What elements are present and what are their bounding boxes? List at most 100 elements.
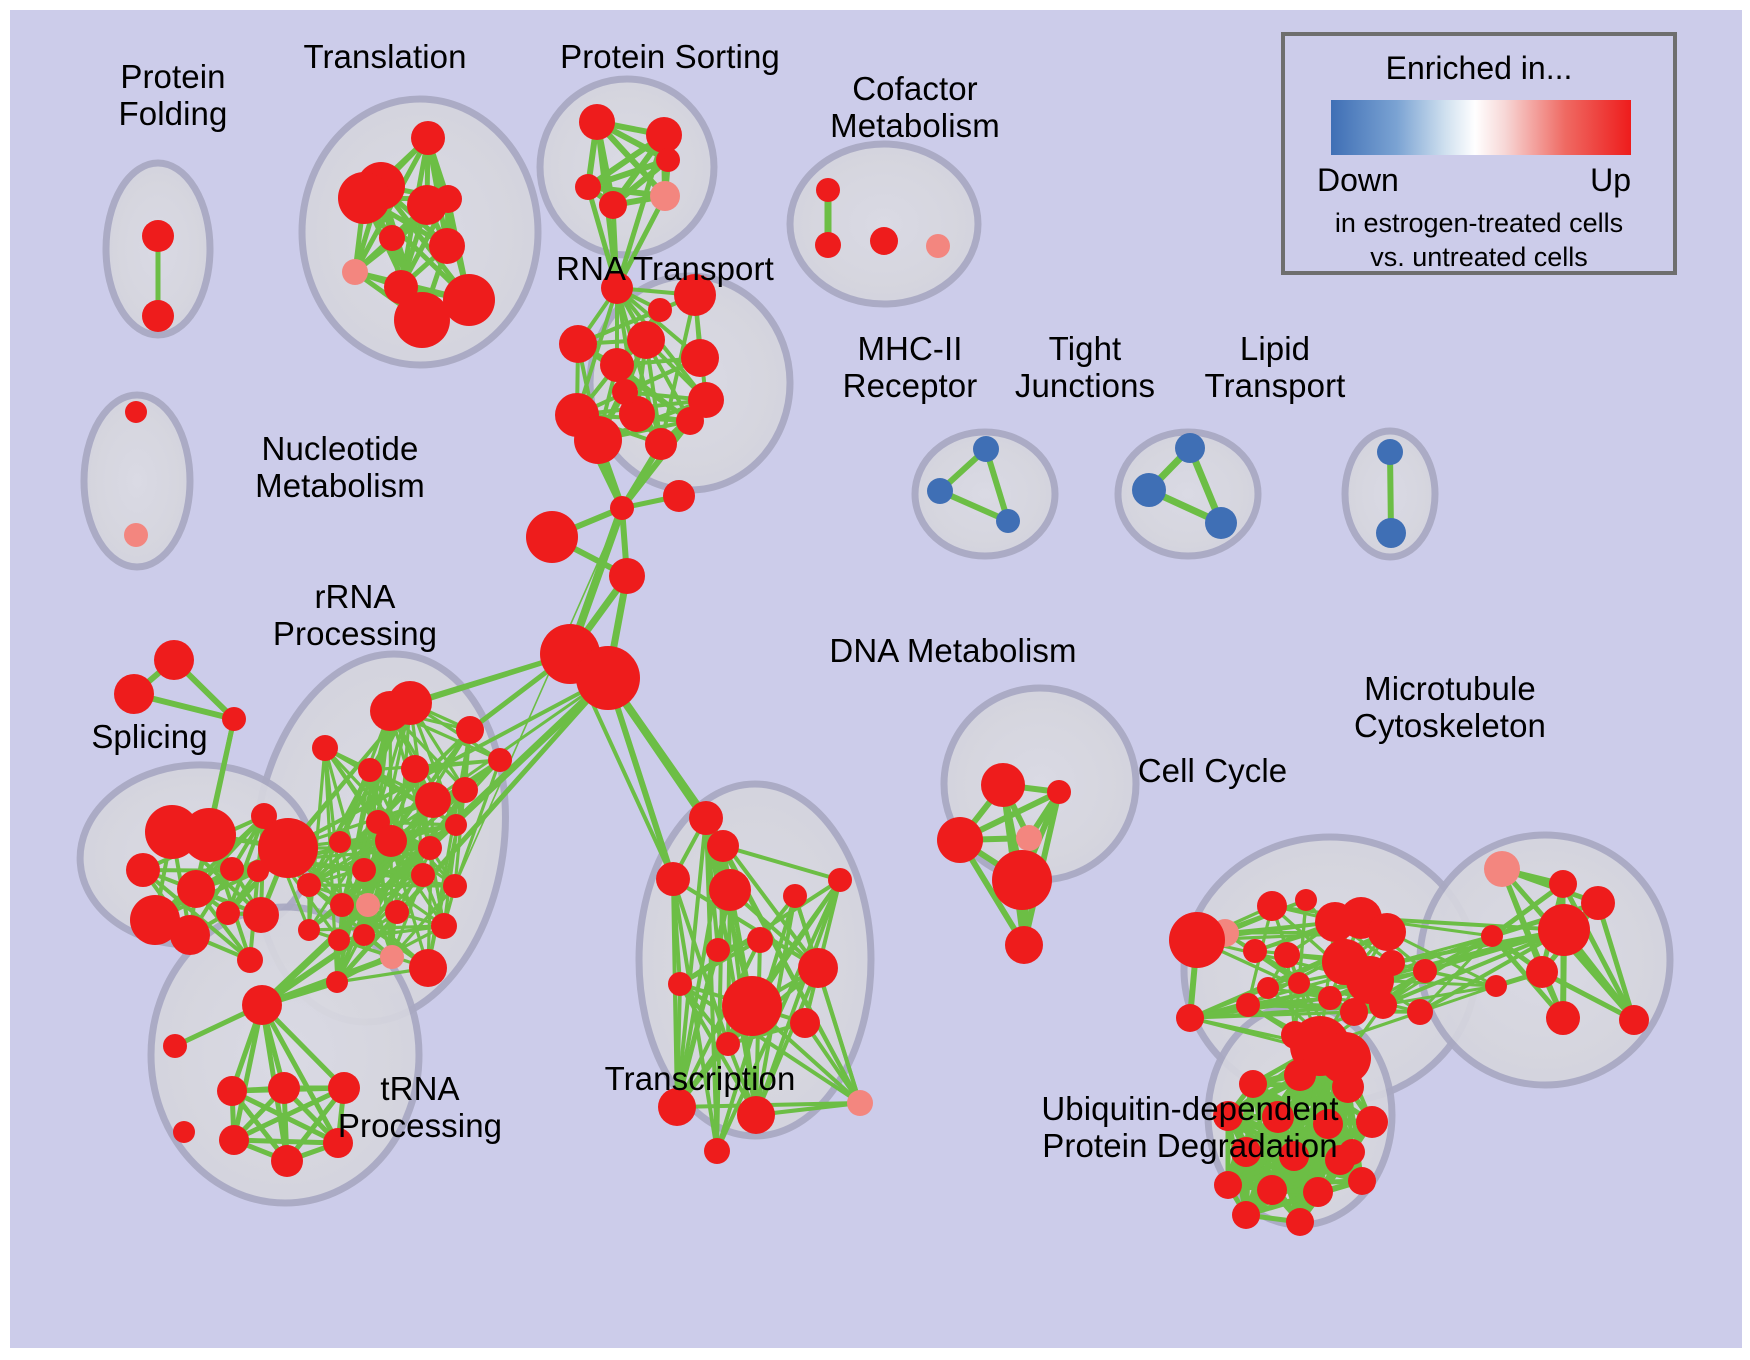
network-node[interactable] xyxy=(1546,1001,1580,1035)
network-node[interactable] xyxy=(431,913,457,939)
network-node[interactable] xyxy=(1295,889,1317,911)
network-node[interactable] xyxy=(650,181,680,211)
network-node[interactable] xyxy=(992,850,1052,910)
network-node[interactable] xyxy=(375,825,407,857)
network-node[interactable] xyxy=(704,1138,730,1164)
network-node[interactable] xyxy=(142,220,174,252)
network-node[interactable] xyxy=(927,478,953,504)
network-node[interactable] xyxy=(380,945,404,969)
network-node[interactable] xyxy=(411,863,435,887)
network-node[interactable] xyxy=(323,1128,353,1158)
network-node[interactable] xyxy=(124,523,148,547)
network-node[interactable] xyxy=(1313,1109,1343,1139)
network-node[interactable] xyxy=(342,259,368,285)
network-node[interactable] xyxy=(1481,925,1503,947)
network-node[interactable] xyxy=(674,274,716,316)
network-node[interactable] xyxy=(445,814,467,836)
network-node[interactable] xyxy=(1016,825,1042,851)
network-node[interactable] xyxy=(609,558,645,594)
network-node[interactable] xyxy=(220,857,244,881)
network-node[interactable] xyxy=(247,860,269,882)
network-node[interactable] xyxy=(783,884,807,908)
network-node[interactable] xyxy=(1348,1167,1376,1195)
network-node[interactable] xyxy=(828,868,852,892)
network-node[interactable] xyxy=(329,831,351,853)
network-node[interactable] xyxy=(1169,912,1225,968)
network-node[interactable] xyxy=(154,640,194,680)
network-node[interactable] xyxy=(242,985,282,1025)
network-node[interactable] xyxy=(1376,518,1406,548)
network-node[interactable] xyxy=(1319,1032,1371,1084)
network-node[interactable] xyxy=(217,1076,247,1106)
network-node[interactable] xyxy=(1368,913,1406,951)
network-node[interactable] xyxy=(170,915,210,955)
network-node[interactable] xyxy=(434,185,462,213)
network-node[interactable] xyxy=(1257,891,1287,921)
network-node[interactable] xyxy=(1274,942,1300,968)
network-node[interactable] xyxy=(981,763,1025,807)
network-node[interactable] xyxy=(1232,1201,1260,1229)
network-node[interactable] xyxy=(646,117,682,153)
network-node[interactable] xyxy=(1379,950,1405,976)
network-node[interactable] xyxy=(706,938,730,962)
network-node[interactable] xyxy=(1619,1005,1649,1035)
network-node[interactable] xyxy=(676,407,704,435)
network-node[interactable] xyxy=(648,298,672,322)
network-node[interactable] xyxy=(1288,972,1310,994)
network-node[interactable] xyxy=(681,339,719,377)
network-node[interactable] xyxy=(330,893,354,917)
network-node[interactable] xyxy=(737,1096,775,1134)
network-node[interactable] xyxy=(1239,1070,1267,1098)
network-node[interactable] xyxy=(668,972,692,996)
network-node[interactable] xyxy=(1332,1071,1364,1103)
network-node[interactable] xyxy=(251,803,277,829)
network-node[interactable] xyxy=(1236,993,1260,1017)
network-node[interactable] xyxy=(526,511,578,563)
network-node[interactable] xyxy=(722,976,782,1036)
network-node[interactable] xyxy=(601,272,633,304)
network-node[interactable] xyxy=(182,808,236,862)
network-node[interactable] xyxy=(747,927,773,953)
network-node[interactable] xyxy=(125,401,147,423)
network-node[interactable] xyxy=(610,496,634,520)
network-node[interactable] xyxy=(1549,870,1577,898)
network-node[interactable] xyxy=(219,1125,249,1155)
network-node[interactable] xyxy=(973,436,999,462)
network-node[interactable] xyxy=(1213,1101,1243,1131)
network-node[interactable] xyxy=(619,396,655,432)
network-node[interactable] xyxy=(1284,1059,1316,1091)
network-node[interactable] xyxy=(1369,991,1397,1019)
network-node[interactable] xyxy=(1176,1004,1204,1032)
network-node[interactable] xyxy=(385,900,409,924)
network-node[interactable] xyxy=(709,869,751,911)
network-node[interactable] xyxy=(798,948,838,988)
network-node[interactable] xyxy=(1005,926,1043,964)
network-node[interactable] xyxy=(142,300,174,332)
network-node[interactable] xyxy=(1303,1177,1333,1207)
network-node[interactable] xyxy=(298,919,320,941)
network-node[interactable] xyxy=(177,870,215,908)
network-node[interactable] xyxy=(600,348,634,382)
network-node[interactable] xyxy=(114,674,154,714)
network-node[interactable] xyxy=(1257,1175,1287,1205)
network-node[interactable] xyxy=(388,681,432,725)
network-node[interactable] xyxy=(353,924,375,946)
network-node[interactable] xyxy=(328,929,350,951)
network-node[interactable] xyxy=(411,121,445,155)
network-node[interactable] xyxy=(216,901,240,925)
network-node[interactable] xyxy=(689,801,723,835)
network-node[interactable] xyxy=(1262,1101,1294,1133)
network-node[interactable] xyxy=(268,1072,300,1104)
network-node[interactable] xyxy=(847,1090,873,1116)
network-node[interactable] xyxy=(645,428,677,460)
network-node[interactable] xyxy=(790,1008,820,1038)
network-node[interactable] xyxy=(937,817,983,863)
network-node[interactable] xyxy=(996,509,1020,533)
network-node[interactable] xyxy=(815,232,841,258)
network-node[interactable] xyxy=(816,178,840,202)
network-node[interactable] xyxy=(443,874,467,898)
network-node[interactable] xyxy=(1538,904,1590,956)
network-node[interactable] xyxy=(1243,939,1267,963)
network-node[interactable] xyxy=(1484,851,1520,887)
network-node[interactable] xyxy=(1526,956,1558,988)
